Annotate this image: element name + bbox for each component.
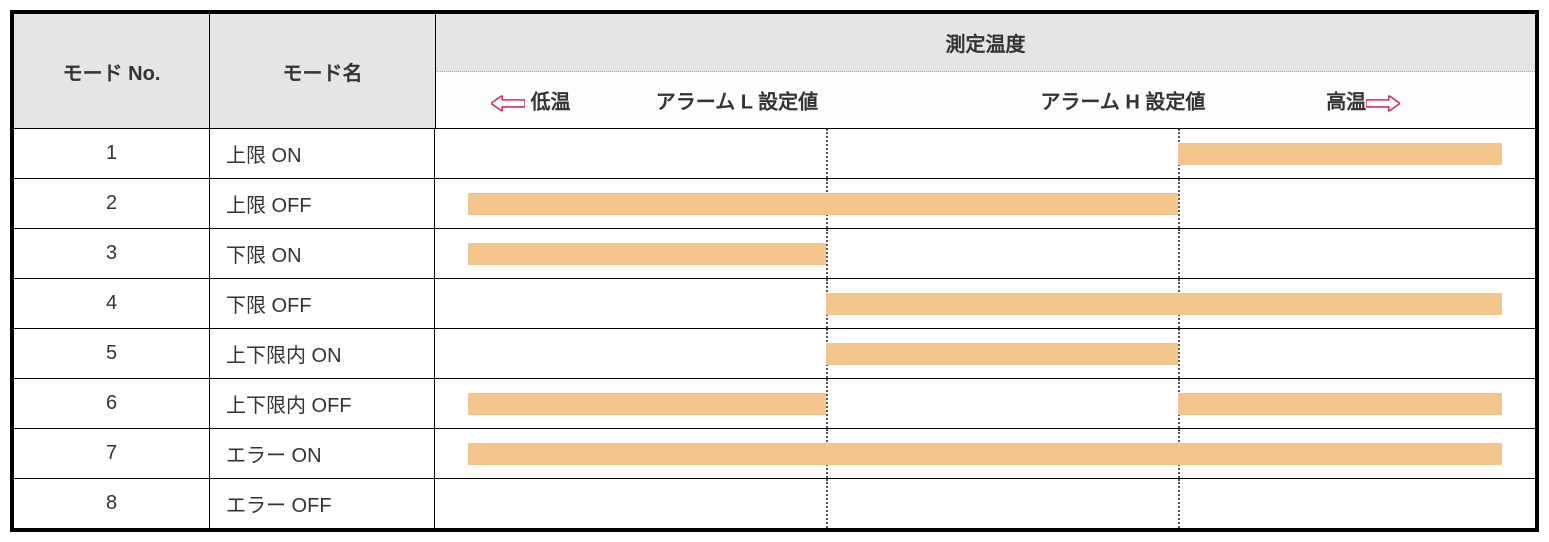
header-measure: 測定温度 低温 アラーム L 設定値 アラーム H 設定値 高温 (436, 14, 1535, 128)
divider-L (826, 129, 828, 178)
header-zone-labels: 低温 アラーム L 設定値 アラーム H 設定値 高温 (436, 72, 1535, 129)
zone-high-text: 高温 (1326, 91, 1366, 113)
header-mode-name-label: モード名 (283, 57, 363, 86)
table-header: モード No. モード名 測定温度 低温 アラーム L 設定値 アラーム H 設定値… (14, 14, 1535, 128)
mode-name-text: 上限 OFF (226, 189, 312, 218)
active-range-bar (826, 293, 1503, 315)
cell-zone (435, 429, 1535, 478)
cell-zone (435, 279, 1535, 328)
cell-mode-no: 6 (14, 379, 210, 428)
mode-name-text: エラー OFF (226, 489, 332, 518)
divider-H (1178, 229, 1180, 278)
cell-mode-no: 2 (14, 179, 210, 228)
active-range-bar (468, 193, 1178, 215)
arrow-right-icon (1366, 91, 1400, 114)
mode-table: モード No. モード名 測定温度 低温 アラーム L 設定値 アラーム H 設定値… (10, 10, 1539, 532)
active-range-bar (1178, 393, 1503, 415)
cell-mode-name: 下限 ON (210, 229, 435, 278)
header-measure-label: 測定温度 (946, 28, 1026, 57)
cell-mode-name: エラー OFF (210, 479, 435, 528)
cell-zone (435, 129, 1535, 178)
mode-name-text: 下限 ON (226, 239, 302, 268)
table-row: 7 エラー ON (14, 428, 1535, 478)
mode-name-text: 上下限内 OFF (226, 389, 352, 418)
active-range-bar (1178, 143, 1503, 165)
cell-zone (435, 479, 1535, 528)
mode-no-text: 8 (106, 492, 117, 515)
cell-mode-name: 上限 ON (210, 129, 435, 178)
header-mode-no: モード No. (14, 14, 210, 128)
table-row: 4 下限 OFF (14, 278, 1535, 328)
table-row: 3 下限 ON (14, 228, 1535, 278)
cell-mode-no: 3 (14, 229, 210, 278)
zone-label-high: 高温 (1326, 85, 1400, 114)
divider-H (1178, 479, 1180, 528)
table-body: 1 上限 ON 2 上限 OFF 3 下限 ON 4 下限 OFF 5 上下限内 ON 6 上下限内 … (14, 128, 1535, 528)
active-range-bar (468, 243, 826, 265)
cell-mode-no: 8 (14, 479, 210, 528)
header-measure-title: 測定温度 (436, 14, 1535, 72)
cell-mode-no: 5 (14, 329, 210, 378)
table-row: 6 上下限内 OFF (14, 378, 1535, 428)
cell-mode-name: 上限 OFF (210, 179, 435, 228)
cell-mode-name: 下限 OFF (210, 279, 435, 328)
table-row: 5 上下限内 ON (14, 328, 1535, 378)
cell-mode-name: エラー ON (210, 429, 435, 478)
divider-H (1178, 179, 1180, 228)
mode-name-text: 上限 ON (226, 139, 302, 168)
divider-L (826, 479, 828, 528)
mode-no-text: 1 (106, 142, 117, 165)
mode-no-text: 4 (106, 292, 117, 315)
table-row: 2 上限 OFF (14, 178, 1535, 228)
cell-zone (435, 379, 1535, 428)
mode-no-text: 5 (106, 342, 117, 365)
cell-mode-no: 7 (14, 429, 210, 478)
cell-zone (435, 179, 1535, 228)
cell-zone (435, 229, 1535, 278)
zone-label-alarmH: アラーム H 設定値 (1040, 85, 1205, 114)
divider-L (826, 229, 828, 278)
mode-no-text: 7 (106, 442, 117, 465)
cell-mode-no: 4 (14, 279, 210, 328)
cell-mode-no: 1 (14, 129, 210, 178)
zone-label-low: 低温 (491, 85, 571, 114)
mode-name-text: 下限 OFF (226, 289, 312, 318)
active-range-bar (826, 343, 1178, 365)
mode-name-text: エラー ON (226, 439, 322, 468)
arrow-left-icon (491, 91, 525, 114)
cell-zone (435, 329, 1535, 378)
table-row: 1 上限 ON (14, 128, 1535, 178)
zone-low-text: 低温 (531, 91, 571, 113)
divider-H (1178, 329, 1180, 378)
active-range-bar (468, 443, 1502, 465)
mode-no-text: 2 (106, 192, 117, 215)
mode-no-text: 3 (106, 242, 117, 265)
header-mode-no-label: モード No. (63, 57, 161, 86)
active-range-bar (468, 393, 826, 415)
cell-mode-name: 上下限内 OFF (210, 379, 435, 428)
table-row: 8 エラー OFF (14, 478, 1535, 528)
zone-label-alarmL: アラーム L 設定値 (656, 85, 818, 114)
mode-no-text: 6 (106, 392, 117, 415)
cell-mode-name: 上下限内 ON (210, 329, 435, 378)
header-mode-name: モード名 (210, 14, 436, 128)
mode-name-text: 上下限内 ON (226, 339, 342, 368)
divider-L (826, 379, 828, 428)
